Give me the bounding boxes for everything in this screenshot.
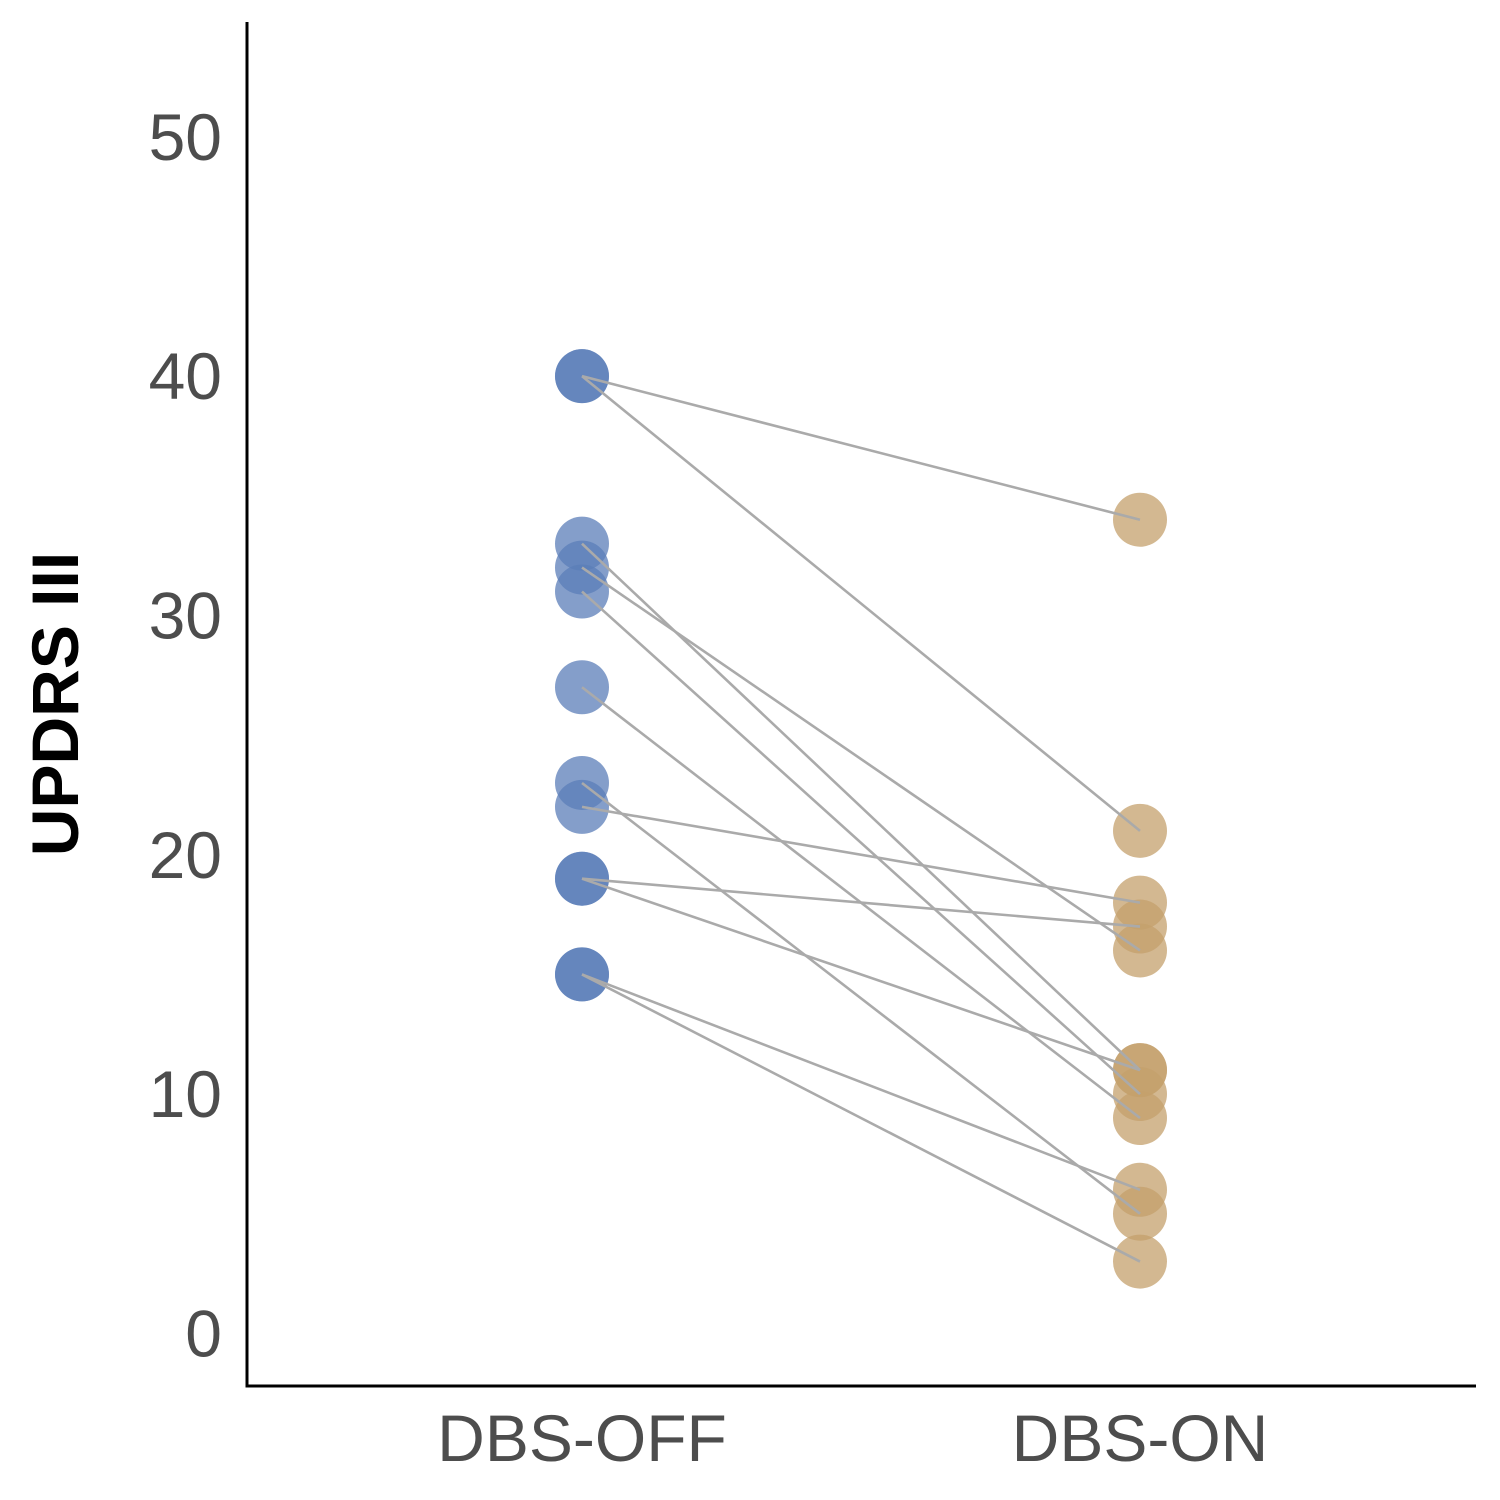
y-tick-label: 30: [149, 578, 222, 652]
pair-line: [581, 805, 1141, 904]
pair-line: [581, 973, 1141, 1191]
y-tick-label: 50: [149, 100, 222, 174]
y-tick-label: 0: [185, 1296, 222, 1370]
pair-lines: [581, 374, 1141, 1263]
pair-line: [581, 590, 1141, 1096]
x-category-label: DBS-OFF: [437, 1401, 727, 1475]
pair-line: [581, 877, 1141, 1072]
y-tick-label: 40: [149, 339, 222, 413]
x-category-label: DBS-ON: [1012, 1401, 1269, 1475]
pair-line: [581, 542, 1141, 1072]
pair-line: [581, 566, 1141, 952]
pair-line: [581, 375, 1141, 832]
pair-line: [581, 973, 1141, 1263]
y-tick-labels: 0 10 20 30 40 50: [149, 100, 222, 1370]
pair-line: [581, 374, 1141, 521]
pair-line: [581, 781, 1141, 1215]
y-tick-label: 20: [149, 818, 222, 892]
y-tick-label: 10: [149, 1057, 222, 1131]
x-category-labels: DBS-OFF DBS-ON: [437, 1401, 1268, 1475]
pair-line: [581, 877, 1141, 928]
y-axis-title: UPDRS III: [18, 552, 92, 856]
